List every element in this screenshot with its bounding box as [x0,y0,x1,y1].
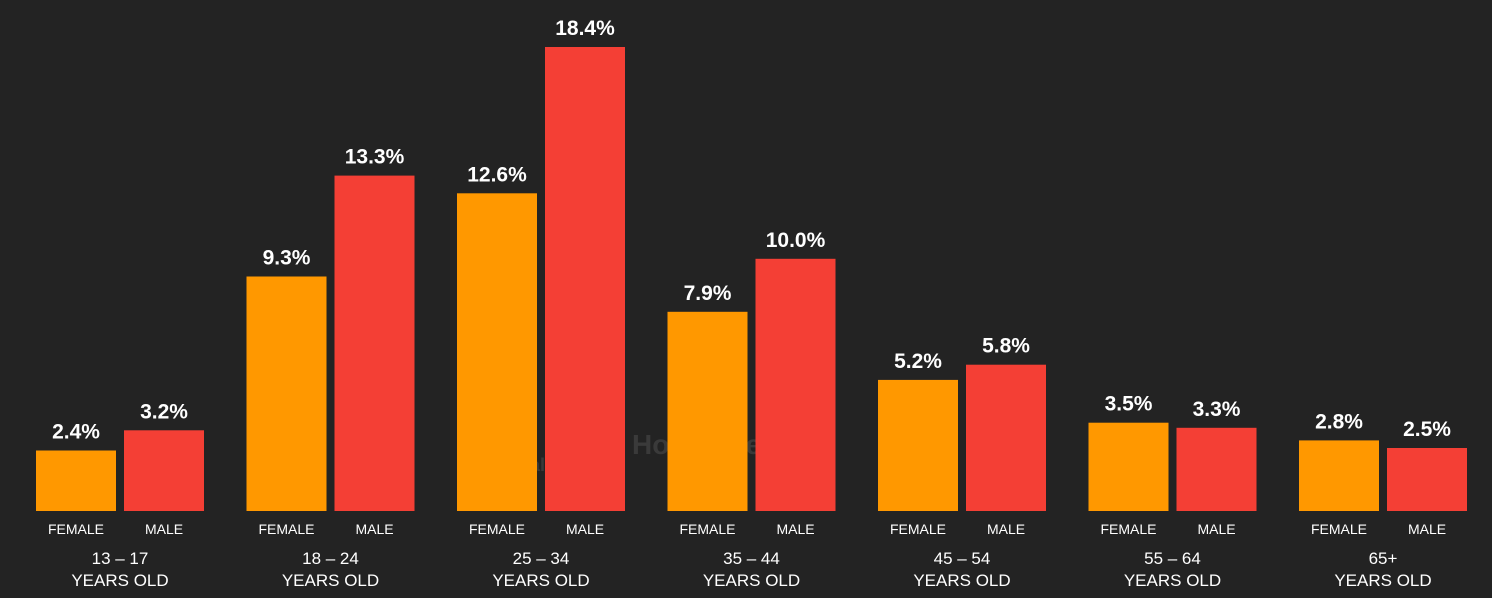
bar-male-3 [755,258,836,511]
category-label-0-line-0: 13 – 17 [92,549,149,568]
series-label-male-1: MALE [355,521,393,537]
value-label-female-3: 7.9% [684,282,732,305]
bar-male-0 [124,430,204,511]
category-label-0-line-1: YEARS OLD [71,571,168,590]
value-label-male-1: 13.3% [345,146,405,169]
bar-female-6 [1299,440,1379,511]
value-label-male-6: 2.5% [1403,418,1451,441]
category-label-6-line-0: 65+ [1369,549,1398,568]
bar-male-1 [334,175,415,511]
category-labels: FEMALE MALE 13 – 17 YEARS OLD FEMALE MALE 18 –… [48,521,1446,590]
category-label-4-line-1: YEARS OLD [913,571,1010,590]
bar-male-6 [1387,448,1467,511]
bar-female-4 [878,379,958,511]
value-label-male-2: 18.4% [555,17,615,40]
series-label-female-5: FEMALE [1100,521,1156,537]
series-label-male-5: MALE [1197,521,1235,537]
value-label-female-1: 9.3% [263,247,311,270]
value-label-female-4: 5.2% [894,350,942,373]
bar-female-0 [36,450,116,511]
series-label-male-4: MALE [987,521,1025,537]
series-label-male-6: MALE [1408,521,1446,537]
bar-female-1 [246,276,327,511]
bar-female-5 [1088,422,1169,511]
series-label-female-6: FEMALE [1311,521,1367,537]
value-label-female-0: 2.4% [52,421,100,444]
category-label-6-line-1: YEARS OLD [1334,571,1431,590]
value-label-female-2: 12.6% [467,163,527,186]
value-label-female-6: 2.8% [1315,410,1363,433]
category-label-2-line-0: 25 – 34 [513,549,570,568]
value-labels: 2.4% 3.2% 9.3% 13.3% 12.6% 18.4% 7.9% 10.0% 5.2%… [52,17,1451,444]
series-label-female-2: FEMALE [469,521,525,537]
category-label-3-line-1: YEARS OLD [703,571,800,590]
bar-female-2 [457,193,537,512]
bar-female-3 [667,311,748,511]
series-label-male-2: MALE [566,521,604,537]
series-label-male-0: MALE [145,521,183,537]
value-label-male-5: 3.3% [1193,398,1241,421]
series-label-female-3: FEMALE [679,521,735,537]
series-label-female-4: FEMALE [890,521,946,537]
value-label-male-4: 5.8% [982,335,1030,358]
category-label-2-line-1: YEARS OLD [492,571,589,590]
category-label-1-line-0: 18 – 24 [302,549,359,568]
value-label-male-0: 3.2% [140,400,188,423]
category-label-4-line-0: 45 – 54 [934,549,991,568]
bar-male-4 [966,364,1046,511]
series-label-female-0: FEMALE [48,521,104,537]
category-label-3-line-0: 35 – 44 [723,549,780,568]
series-label-female-1: FEMALE [258,521,314,537]
category-label-5-line-1: YEARS OLD [1124,571,1221,590]
bar-male-2 [545,47,625,511]
category-label-1-line-1: YEARS OLD [282,571,379,590]
bar-male-5 [1176,427,1257,511]
value-label-male-3: 10.0% [766,229,826,252]
series-label-male-3: MALE [776,521,814,537]
category-label-5-line-0: 55 – 64 [1144,549,1201,568]
bars [36,47,1467,512]
value-label-female-5: 3.5% [1105,393,1153,416]
